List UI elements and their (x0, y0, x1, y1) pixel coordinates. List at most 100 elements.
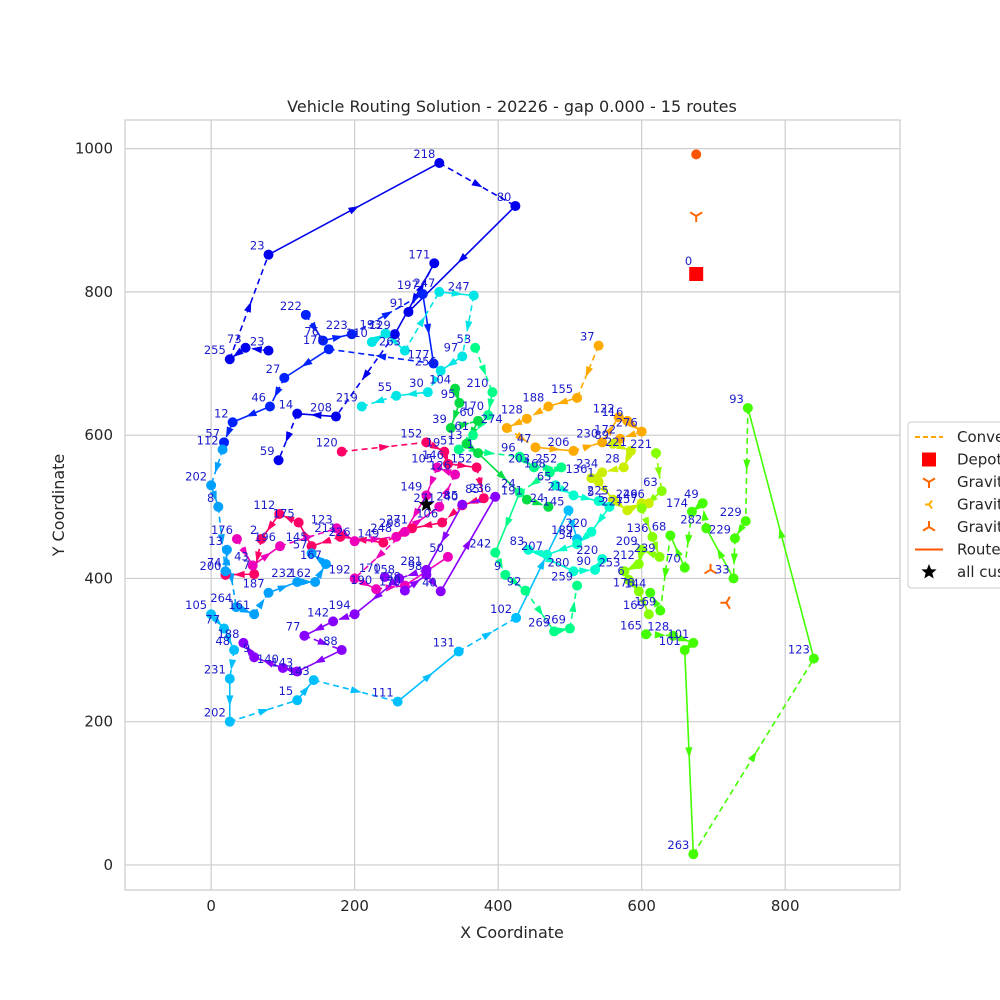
customer-node (572, 580, 583, 591)
route-segment (269, 377, 286, 407)
customer-node (544, 467, 555, 478)
customer-node-label: 155 (551, 382, 573, 396)
customer-node-label: 145 (543, 494, 565, 508)
customer-node-label: 15 (279, 684, 294, 698)
customer-node-label: 165 (620, 618, 642, 632)
route-segment (519, 471, 551, 494)
customer-node-label: 219 (336, 391, 358, 405)
route-arrow (350, 686, 362, 694)
customer-node-label: 252 (535, 451, 557, 465)
customer-node-label: 74 (207, 555, 222, 569)
customer-node-label: 23 (250, 335, 265, 349)
customer-node (470, 342, 481, 353)
customer-node-label: 269 (528, 615, 550, 629)
customer-node-label: 212 (548, 479, 570, 493)
route-arrow (457, 461, 469, 469)
customer-node-label: 91 (390, 296, 405, 310)
route-arrow (567, 519, 575, 531)
route-arrow (677, 634, 689, 642)
customer-node-label: 249 (616, 487, 638, 501)
route-arrow (531, 498, 544, 506)
customer-node (445, 423, 456, 433)
customer-node-label: 207 (521, 539, 543, 553)
customer-node-label: 2 (250, 523, 257, 537)
customer-node (510, 200, 521, 211)
customer-node-label: 5 (587, 485, 594, 499)
customer-node-label: 142 (307, 605, 329, 619)
customer-node-label: 206 (548, 435, 570, 449)
plot-area (124, 119, 901, 891)
route-arrow (542, 463, 554, 471)
customer-node-label: 106 (416, 507, 438, 521)
customer-node-label: 13 (208, 534, 223, 548)
customer-node (275, 541, 285, 552)
customer-node (399, 345, 410, 356)
route-arrow (277, 585, 289, 593)
customer-node-label: 170 (359, 561, 381, 575)
markers-layer (206, 149, 819, 860)
customer-node (688, 637, 699, 648)
route-arrow (441, 531, 450, 543)
customer-node (273, 455, 284, 466)
customer-node-label: 24 (530, 491, 545, 505)
route-arrow (701, 509, 709, 522)
customer-node (330, 411, 341, 422)
customer-node (701, 523, 712, 534)
customer-node (586, 526, 597, 537)
customer-node (541, 549, 552, 560)
route-arrow (483, 448, 496, 457)
customer-node (549, 626, 560, 637)
route-arrow (283, 515, 295, 524)
route-arrow (579, 567, 591, 575)
route-arrow (217, 533, 225, 545)
customer-node (563, 505, 574, 516)
customer-node (310, 577, 321, 587)
customer-node (346, 329, 357, 340)
customer-node (523, 544, 534, 555)
customer-node-label: 92 (507, 575, 522, 589)
customer-node (471, 462, 482, 473)
route-arrow (465, 320, 473, 332)
route-arrow (257, 708, 270, 716)
route-arrow (422, 672, 433, 683)
customer-node (229, 645, 240, 656)
customer-node (442, 458, 453, 469)
route-arrow (266, 520, 277, 532)
route-segment (210, 449, 224, 486)
customer-node (349, 536, 360, 547)
customer-node (728, 573, 739, 584)
customer-node-label: 126 (429, 459, 451, 473)
customer-node (391, 390, 402, 401)
customer-node (379, 571, 390, 582)
customer-node-label: 88 (323, 634, 338, 648)
customer-node (336, 645, 347, 656)
route-arrow (421, 520, 433, 529)
customer-node (380, 328, 391, 339)
customer-node (442, 551, 453, 562)
route-arrow (625, 430, 637, 438)
customer-node (439, 446, 450, 457)
customer-node-label: 167 (300, 548, 322, 562)
customer-node-label: 247 (448, 279, 470, 293)
route-arrow (462, 538, 472, 550)
customer-node-label: 221 (630, 437, 652, 451)
customer-node-label: 152 (451, 451, 473, 465)
route-arrow (582, 444, 594, 452)
customer-node (231, 534, 242, 545)
legend-swatch-gravity (925, 499, 933, 510)
customer-node-label: 271 (413, 491, 435, 505)
customer-node-label: 255 (204, 343, 226, 357)
customer-node-label: 51 (440, 433, 455, 447)
customer-node-label: 264 (210, 591, 232, 605)
customer-node-label: 202 (185, 469, 207, 483)
customer-node (500, 569, 511, 580)
customer-node-label: 230 (576, 426, 598, 440)
customer-node-label: 280 (548, 555, 570, 569)
customer-node (371, 584, 382, 595)
route-arrow (209, 490, 217, 502)
route-arrow (495, 557, 503, 570)
customer-node (453, 444, 464, 455)
customer-node-label: 221 (605, 435, 627, 449)
customer-node-label: 14 (279, 398, 294, 412)
route-arrow (730, 553, 738, 565)
